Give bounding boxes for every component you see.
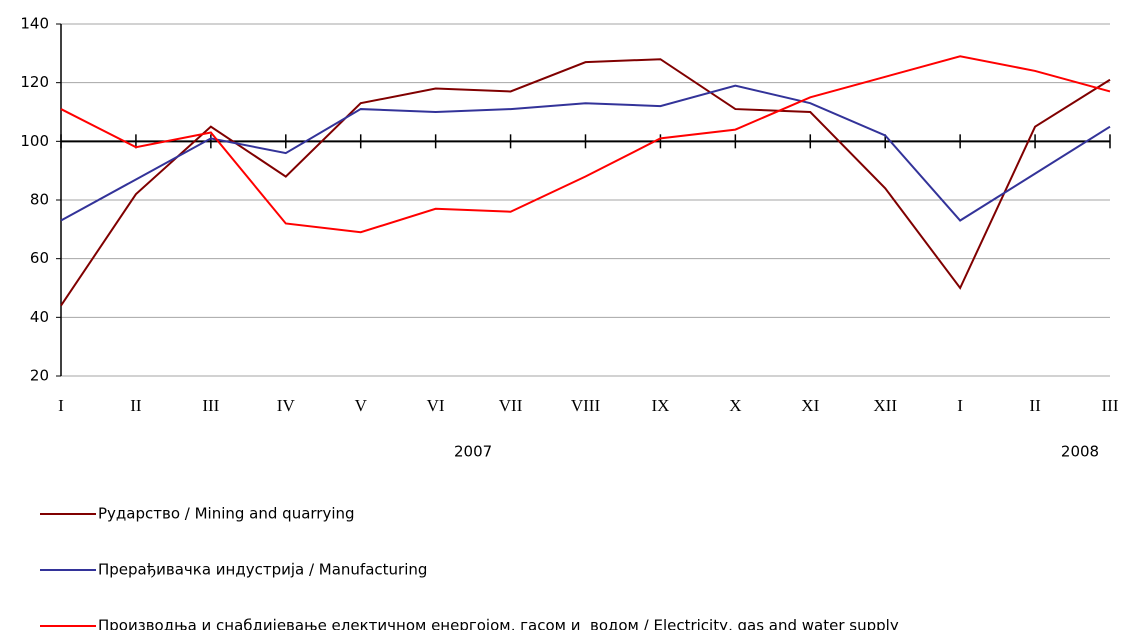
x-tick-label: III: [202, 396, 219, 415]
x-tick-label: X: [729, 396, 741, 415]
y-tick-label: 60: [30, 249, 49, 267]
x-tick-label: VI: [427, 396, 445, 415]
x-tick-label: I: [957, 396, 963, 415]
series-line: [60, 55, 1111, 234]
x-tick-label: III: [1102, 396, 1119, 415]
x-tick-label: II: [130, 396, 142, 415]
y-tick-label: 80: [30, 191, 49, 209]
x-tick-label: IV: [277, 396, 296, 415]
year-label: 2008: [1061, 443, 1099, 461]
x-tick-label: VII: [499, 396, 523, 415]
x-tick-label: V: [355, 396, 368, 415]
y-tick-label: 100: [20, 132, 49, 150]
y-tick-label: 140: [20, 15, 49, 33]
series-line: [60, 58, 1111, 307]
legend-label: Прерађивачка индустрија / Manufacturing: [98, 561, 427, 579]
x-tick-label: IX: [651, 396, 669, 415]
x-tick-label: XII: [873, 396, 897, 415]
y-tick-label: 120: [20, 73, 49, 91]
year-label: 2007: [454, 443, 492, 461]
y-tick-label: 20: [30, 367, 49, 385]
legend-label: Рударство / Mining and quarrying: [98, 505, 355, 523]
series-line: [60, 84, 1111, 222]
x-tick-label: II: [1029, 396, 1041, 415]
x-tick-label: VIII: [571, 396, 601, 415]
y-tick-label: 40: [30, 308, 49, 326]
x-tick-label: XI: [801, 396, 819, 415]
x-tick-label: I: [58, 396, 64, 415]
legend-label: Производња и снабдијевање електичном ене…: [98, 617, 899, 630]
